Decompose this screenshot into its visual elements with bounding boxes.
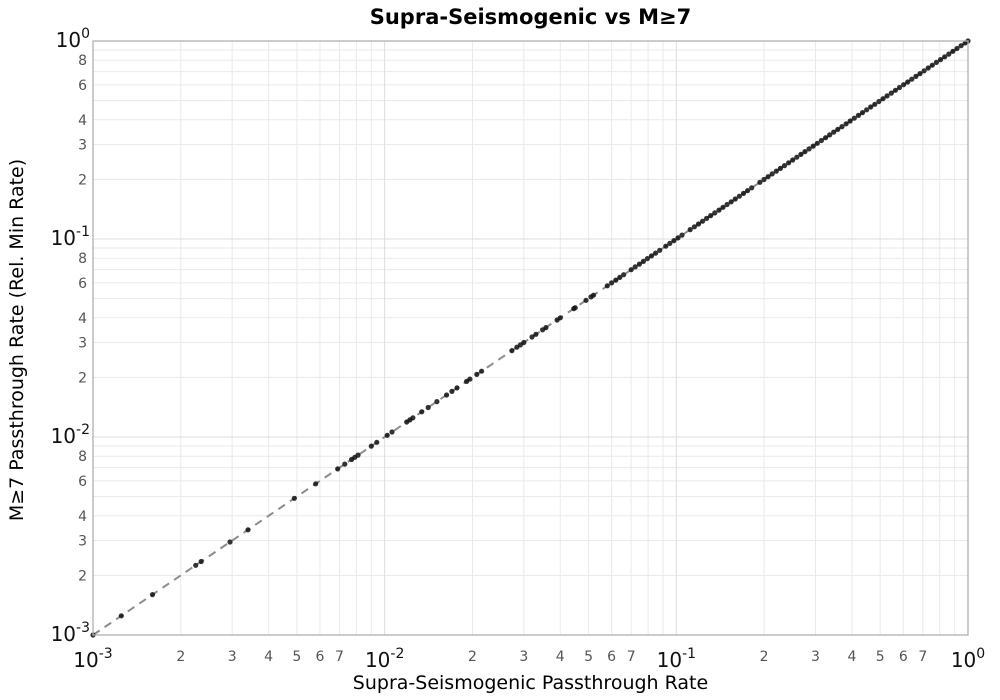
svg-text:3: 3 bbox=[78, 336, 87, 352]
svg-text:10-1: 10-1 bbox=[657, 646, 696, 672]
plot-frame bbox=[92, 40, 969, 636]
svg-text:2: 2 bbox=[760, 649, 769, 665]
svg-text:6: 6 bbox=[78, 474, 87, 490]
svg-text:10-3: 10-3 bbox=[73, 646, 112, 672]
svg-text:3: 3 bbox=[78, 138, 87, 154]
svg-text:5: 5 bbox=[292, 649, 301, 665]
svg-text:3: 3 bbox=[519, 649, 528, 665]
svg-text:7: 7 bbox=[335, 649, 344, 665]
svg-text:4: 4 bbox=[78, 311, 87, 327]
svg-text:8: 8 bbox=[78, 449, 87, 465]
svg-text:10-2: 10-2 bbox=[51, 422, 90, 448]
svg-text:2: 2 bbox=[468, 649, 477, 665]
svg-text:4: 4 bbox=[556, 649, 565, 665]
svg-text:8: 8 bbox=[78, 53, 87, 69]
svg-text:3: 3 bbox=[78, 534, 87, 550]
y-tick-labels: 100 10-1 10-2 10-3 8 6 4 3 2 8 6 4 3 2 8 6 4 3 2 bbox=[51, 26, 90, 646]
data-points bbox=[90, 38, 971, 638]
svg-text:6: 6 bbox=[899, 649, 908, 665]
svg-text:100: 100 bbox=[951, 646, 985, 672]
svg-text:10-3: 10-3 bbox=[51, 620, 90, 646]
svg-text:4: 4 bbox=[78, 509, 87, 525]
svg-text:2: 2 bbox=[78, 370, 87, 386]
svg-text:5: 5 bbox=[876, 649, 885, 665]
svg-text:6: 6 bbox=[78, 276, 87, 292]
svg-text:6: 6 bbox=[78, 78, 87, 94]
svg-text:2: 2 bbox=[78, 568, 87, 584]
chart-title: Supra-Seismogenic vs M≥7 bbox=[369, 5, 692, 29]
svg-text:2: 2 bbox=[78, 172, 87, 188]
svg-text:5: 5 bbox=[584, 649, 593, 665]
svg-text:6: 6 bbox=[315, 649, 324, 665]
svg-text:2: 2 bbox=[176, 649, 185, 665]
y-axis-label: M≥7 Passthrough Rate (Rel. Min Rate) bbox=[6, 158, 28, 522]
svg-text:4: 4 bbox=[264, 649, 273, 665]
svg-text:3: 3 bbox=[811, 649, 820, 665]
grid-minor bbox=[93, 41, 968, 635]
svg-text:4: 4 bbox=[847, 649, 856, 665]
svg-text:4: 4 bbox=[78, 113, 87, 129]
svg-text:7: 7 bbox=[918, 649, 927, 665]
x-axis-label: Supra-Seismogenic Passthrough Rate bbox=[352, 672, 709, 694]
svg-text:7: 7 bbox=[627, 649, 636, 665]
svg-text:10-1: 10-1 bbox=[51, 224, 90, 250]
svg-text:6: 6 bbox=[607, 649, 616, 665]
svg-text:8: 8 bbox=[78, 251, 87, 267]
svg-text:3: 3 bbox=[228, 649, 237, 665]
svg-text:10-2: 10-2 bbox=[365, 646, 404, 672]
svg-text:100: 100 bbox=[56, 26, 90, 52]
